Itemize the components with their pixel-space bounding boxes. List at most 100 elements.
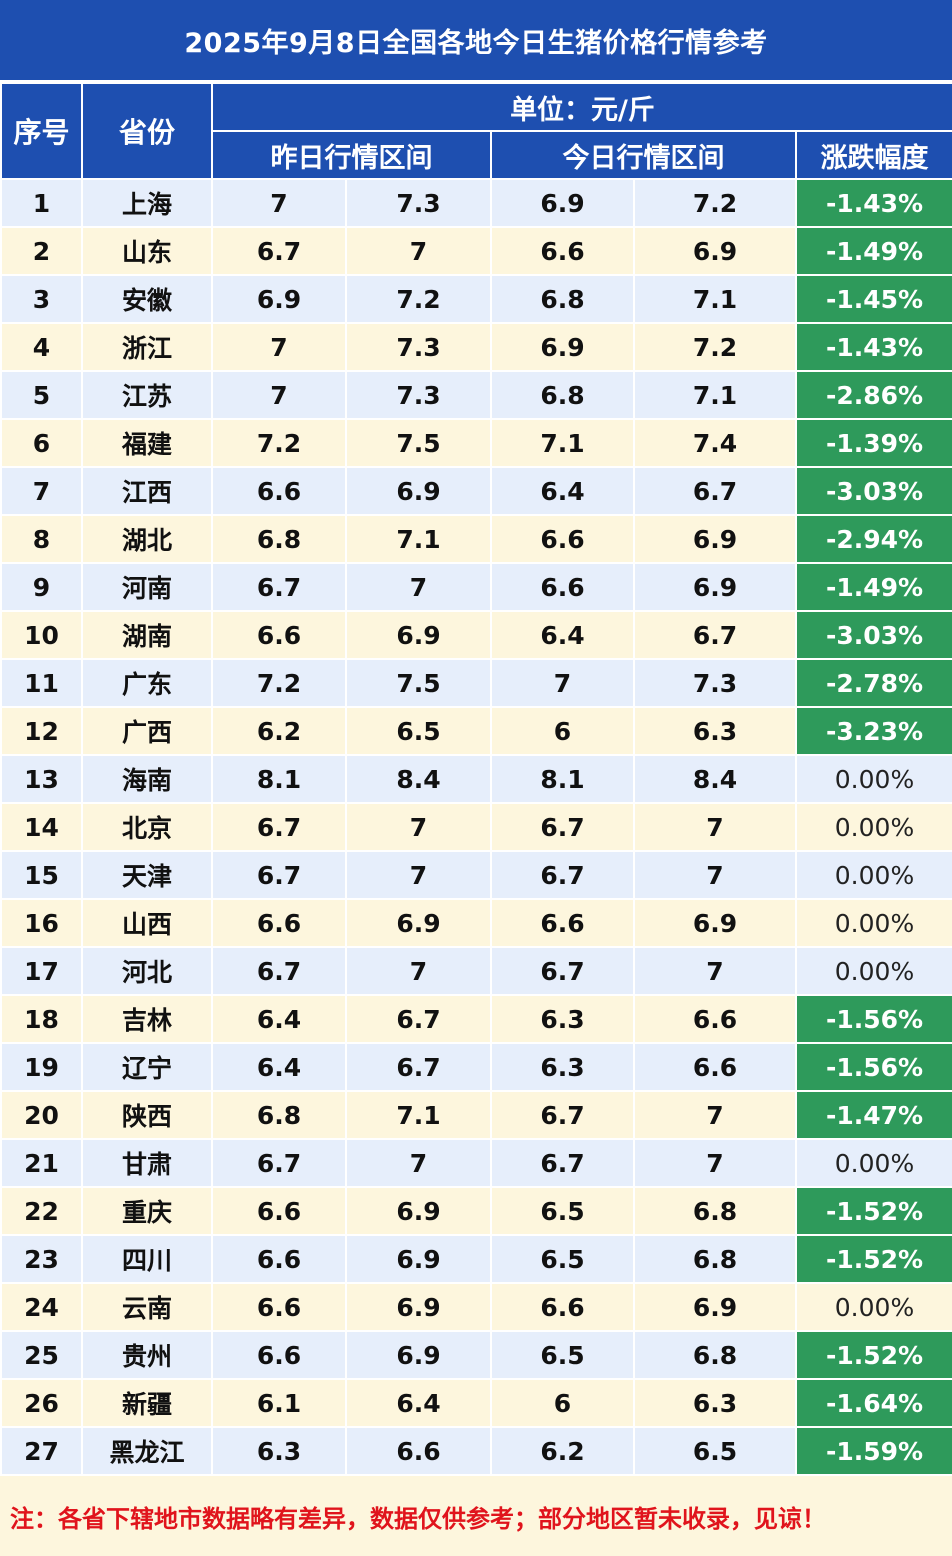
table-row: 24 云南 6.6 6.9 6.6 6.9 0.00% (0, 1282, 952, 1332)
cell-yesterday-high: 7 (345, 562, 492, 612)
cell-today-low: 6.3 (490, 994, 635, 1044)
cell-index: 1 (0, 178, 83, 228)
cell-change: -1.64% (795, 1378, 952, 1428)
cell-province: 江苏 (81, 370, 213, 420)
cell-yesterday-low: 6.7 (211, 1138, 347, 1188)
cell-yesterday-low: 6.6 (211, 1186, 347, 1236)
cell-yesterday-high: 7.5 (345, 418, 492, 468)
cell-today-high: 6.9 (633, 514, 797, 564)
cell-change: 0.00% (795, 802, 952, 852)
cell-yesterday-low: 6.6 (211, 610, 347, 660)
cell-today-high: 8.4 (633, 754, 797, 804)
cell-yesterday-high: 7.3 (345, 178, 492, 228)
cell-index: 16 (0, 898, 83, 948)
cell-yesterday-low: 7.2 (211, 418, 347, 468)
table-row: 13 海南 8.1 8.4 8.1 8.4 0.00% (0, 754, 952, 804)
cell-yesterday-low: 8.1 (211, 754, 347, 804)
cell-index: 18 (0, 994, 83, 1044)
cell-today-low: 6.5 (490, 1186, 635, 1236)
cell-today-low: 6.6 (490, 562, 635, 612)
cell-yesterday-high: 6.9 (345, 466, 492, 516)
table-row: 23 四川 6.6 6.9 6.5 6.8 -1.52% (0, 1234, 952, 1284)
cell-today-high: 6.6 (633, 1042, 797, 1092)
cell-change: 0.00% (795, 1138, 952, 1188)
cell-yesterday-low: 7.2 (211, 658, 347, 708)
cell-change: -2.86% (795, 370, 952, 420)
cell-change: -1.52% (795, 1234, 952, 1284)
cell-today-high: 6.5 (633, 1426, 797, 1476)
cell-index: 11 (0, 658, 83, 708)
cell-yesterday-high: 6.7 (345, 994, 492, 1044)
cell-index: 9 (0, 562, 83, 612)
cell-yesterday-high: 6.9 (345, 1282, 492, 1332)
cell-index: 6 (0, 418, 83, 468)
table-row: 14 北京 6.7 7 6.7 7 0.00% (0, 802, 952, 852)
cell-yesterday-high: 6.9 (345, 1234, 492, 1284)
table-row: 8 湖北 6.8 7.1 6.6 6.9 -2.94% (0, 514, 952, 564)
table-row: 7 江西 6.6 6.9 6.4 6.7 -3.03% (0, 466, 952, 516)
cell-yesterday-low: 6.6 (211, 1282, 347, 1332)
cell-yesterday-high: 7.1 (345, 514, 492, 564)
cell-yesterday-low: 6.6 (211, 1330, 347, 1380)
cell-province: 甘肃 (81, 1138, 213, 1188)
cell-province: 湖南 (81, 610, 213, 660)
cell-yesterday-low: 6.3 (211, 1426, 347, 1476)
cell-index: 4 (0, 322, 83, 372)
cell-yesterday-high: 6.9 (345, 1186, 492, 1236)
cell-today-low: 6.2 (490, 1426, 635, 1476)
header-today: 今日行情区间 (490, 130, 797, 180)
cell-index: 15 (0, 850, 83, 900)
cell-today-low: 6 (490, 1378, 635, 1428)
cell-change: -1.49% (795, 562, 952, 612)
cell-change: -3.23% (795, 706, 952, 756)
cell-today-high: 7 (633, 802, 797, 852)
cell-yesterday-low: 6.7 (211, 946, 347, 996)
cell-province: 河南 (81, 562, 213, 612)
cell-yesterday-high: 7 (345, 1138, 492, 1188)
cell-province: 北京 (81, 802, 213, 852)
cell-today-high: 6.8 (633, 1330, 797, 1380)
cell-change: -1.39% (795, 418, 952, 468)
cell-index: 3 (0, 274, 83, 324)
cell-yesterday-high: 6.9 (345, 610, 492, 660)
table-row: 5 江苏 7 7.3 6.8 7.1 -2.86% (0, 370, 952, 420)
cell-index: 10 (0, 610, 83, 660)
cell-yesterday-low: 6.7 (211, 850, 347, 900)
cell-today-low: 6.5 (490, 1234, 635, 1284)
table-row: 12 广西 6.2 6.5 6 6.3 -3.23% (0, 706, 952, 756)
cell-yesterday-high: 6.6 (345, 1426, 492, 1476)
table-row: 9 河南 6.7 7 6.6 6.9 -1.49% (0, 562, 952, 612)
cell-change: 0.00% (795, 1282, 952, 1332)
cell-today-high: 6.3 (633, 706, 797, 756)
cell-yesterday-high: 7.2 (345, 274, 492, 324)
page-title: 2025年9月8日全国各地今日生猪价格行情参考 (0, 0, 952, 82)
header-change: 涨跌幅度 (795, 130, 952, 180)
cell-province: 广东 (81, 658, 213, 708)
cell-today-low: 6.8 (490, 274, 635, 324)
cell-today-low: 7.1 (490, 418, 635, 468)
cell-today-high: 7.1 (633, 274, 797, 324)
cell-yesterday-low: 6.6 (211, 466, 347, 516)
table-row: 15 天津 6.7 7 6.7 7 0.00% (0, 850, 952, 900)
table-row: 18 吉林 6.4 6.7 6.3 6.6 -1.56% (0, 994, 952, 1044)
table-row: 21 甘肃 6.7 7 6.7 7 0.00% (0, 1138, 952, 1188)
cell-today-low: 6.7 (490, 946, 635, 996)
cell-province: 陕西 (81, 1090, 213, 1140)
cell-yesterday-low: 6.4 (211, 1042, 347, 1092)
cell-today-low: 6.4 (490, 610, 635, 660)
cell-today-low: 6.6 (490, 226, 635, 276)
cell-province: 山西 (81, 898, 213, 948)
table-row: 25 贵州 6.6 6.9 6.5 6.8 -1.52% (0, 1330, 952, 1380)
cell-yesterday-high: 7 (345, 802, 492, 852)
cell-index: 14 (0, 802, 83, 852)
cell-today-high: 7 (633, 1090, 797, 1140)
cell-yesterday-high: 7.5 (345, 658, 492, 708)
cell-yesterday-low: 6.7 (211, 562, 347, 612)
cell-province: 山东 (81, 226, 213, 276)
cell-yesterday-high: 8.4 (345, 754, 492, 804)
cell-yesterday-high: 6.7 (345, 1042, 492, 1092)
cell-today-high: 7.3 (633, 658, 797, 708)
cell-index: 26 (0, 1378, 83, 1428)
cell-province: 福建 (81, 418, 213, 468)
cell-yesterday-low: 7 (211, 370, 347, 420)
